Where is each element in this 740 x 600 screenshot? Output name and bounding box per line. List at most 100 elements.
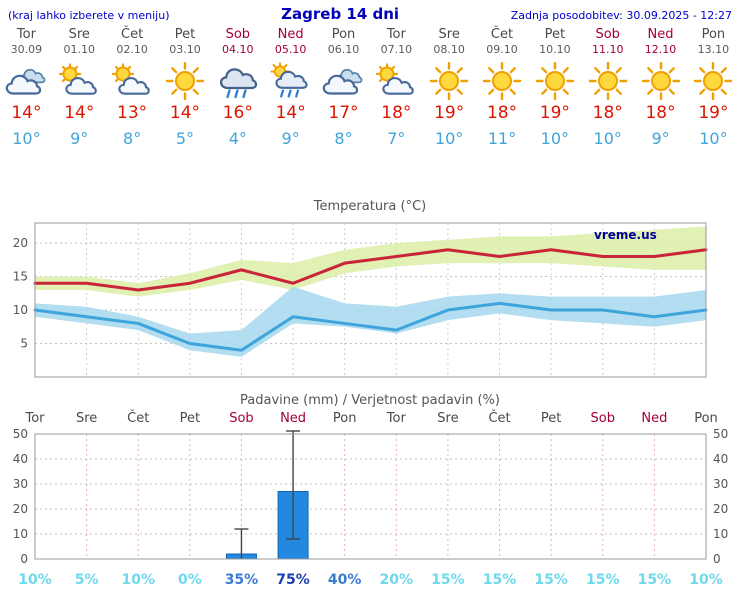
y-axis-tick-label: 15: [13, 270, 28, 284]
y-axis-tick-label: 20: [13, 236, 28, 250]
forecast-day-čet-09.10[interactable]: Čet 09.10 18° 11°: [476, 27, 529, 149]
low-temp: 7°: [387, 129, 406, 148]
precip-probability: 10%: [18, 572, 52, 588]
rain-icon: [216, 62, 260, 100]
day-date: 01.10: [63, 43, 96, 56]
page-title: Zagreb 14 dni: [281, 5, 400, 23]
last-updated-text: Zadnja posodobitev: 30.09.2025 - 12:27: [510, 9, 732, 22]
cloudy-icon: [321, 62, 365, 100]
low-temp: 10°: [593, 129, 622, 148]
sunny-icon: [586, 62, 630, 100]
forecast-day-pet-10.10[interactable]: Pet 10.10 19° 10°: [528, 27, 581, 149]
high-temp: 18°: [645, 103, 676, 123]
precip-day-label: Čet: [488, 411, 511, 426]
low-temp: 10°: [540, 129, 570, 148]
forecast-day-ned-12.10[interactable]: Ned 12.10 18° 9°: [634, 27, 687, 149]
precip-probability: 0%: [177, 572, 202, 588]
day-date: 06.10: [327, 43, 360, 56]
y-axis-tick-label-left: 50: [13, 429, 28, 441]
day-name: Tor: [16, 27, 36, 42]
forecast-day-sre-01.10[interactable]: Sre 01.10 14° 9°: [53, 27, 106, 149]
high-temp: 17°: [328, 103, 359, 123]
forecast-day-ned-05.10[interactable]: Ned 05.10 14° 9°: [264, 27, 317, 149]
y-axis-tick-label-right: 20: [713, 502, 728, 516]
high-temp: 18°: [381, 103, 412, 123]
high-temp: 19°: [539, 103, 570, 123]
precipitation-chart-title: Padavine (mm) / Verjetnost padavin (%): [240, 393, 500, 408]
day-name: Ned: [277, 27, 304, 42]
header-bar: (kraj lahko izberete v meniju) Zagreb 14…: [0, 0, 740, 23]
day-name: Ned: [647, 27, 674, 42]
precip-day-label: Tor: [386, 411, 406, 426]
forecast-day-pon-06.10[interactable]: Pon 06.10 17° 8°: [317, 27, 370, 149]
low-temp: 4°: [228, 129, 247, 148]
forecast-day-sob-04.10[interactable]: Sob 04.10 16° 4°: [211, 27, 264, 149]
day-name: Sre: [68, 27, 90, 42]
precip-day-label: Sre: [437, 411, 459, 426]
day-date: 10.10: [539, 43, 571, 56]
sunny-icon: [691, 62, 735, 100]
forecast-day-pet-03.10[interactable]: Pet 03.10 14° 5°: [159, 27, 212, 149]
high-temp: 16°: [222, 103, 253, 123]
sunny-icon: [163, 62, 207, 100]
y-axis-tick-label: 10: [13, 303, 28, 317]
precip-day-label: Sob: [229, 411, 254, 426]
day-name: Pon: [331, 27, 356, 42]
day-date: 12.10: [644, 43, 677, 56]
day-name: Čet: [121, 27, 144, 42]
forecast-day-sob-11.10[interactable]: Sob 11.10 18° 10°: [581, 27, 634, 149]
forecast-day-pon-13.10[interactable]: Pon 13.10 19° 10°: [687, 27, 740, 149]
temperature-line-0: [33, 248, 708, 292]
precip-probability: 20%: [379, 572, 414, 588]
day-date: 08.10: [433, 43, 465, 56]
forecast-day-sre-08.10[interactable]: Sre 08.10 19° 10°: [423, 27, 476, 149]
cloudy-icon: [4, 62, 48, 100]
precip-probability: 10%: [121, 572, 155, 588]
day-name: Sre: [438, 27, 460, 42]
day-date: 30.09: [10, 43, 43, 56]
partly-cloudy-icon: [110, 62, 154, 100]
temperature-chart: 5 10 15 20 vreme.us: [13, 222, 708, 378]
forecast-day-čet-02.10[interactable]: Čet 02.10 13° 8°: [106, 27, 159, 149]
precip-day-label: Pon: [332, 411, 357, 426]
watermark: vreme.us: [594, 228, 657, 242]
precip-probability: 15%: [482, 572, 517, 588]
y-axis-tick-label-left: 10: [13, 527, 28, 541]
y-axis-tick-label-left: 0: [20, 552, 28, 566]
precip-day-label: Čet: [127, 411, 150, 426]
sunny-icon: [480, 62, 524, 100]
day-name: Pet: [544, 27, 566, 42]
forecast-day-tor-07.10[interactable]: Tor 07.10 18° 7°: [370, 27, 423, 149]
day-date: 07.10: [380, 43, 413, 56]
day-name: Čet: [490, 27, 514, 42]
high-temp: 19°: [698, 103, 729, 123]
precip-probability: 15%: [431, 572, 465, 588]
low-temp: 8°: [334, 129, 353, 148]
precip-probability: 35%: [224, 572, 259, 588]
day-name: Pet: [174, 27, 196, 42]
y-axis-tick-label-right: 30: [713, 477, 728, 491]
forecast-table: Tor 30.09 14° 10° Sre 01.10 14° 9° Čet 02.10 13° 8°…: [0, 27, 740, 149]
high-temp: 19°: [434, 103, 465, 123]
precip-day-label: Sob: [590, 411, 615, 426]
chart-border: [34, 433, 707, 560]
low-temp: 10°: [12, 129, 41, 148]
low-temp: 5°: [175, 129, 195, 148]
forecast-day-tor-30.09[interactable]: Tor 30.09 14° 10°: [0, 27, 53, 149]
sunny-icon: [427, 62, 471, 100]
y-axis-tick-label-right: 10: [713, 527, 728, 541]
high-temp: 13°: [117, 103, 148, 123]
precip-day-label: Ned: [641, 411, 668, 426]
day-date: 05.10: [274, 43, 307, 56]
precip-day-label: Pon: [694, 411, 718, 426]
sunny-icon: [639, 62, 683, 100]
low-temp: 8°: [123, 129, 142, 148]
y-axis-tick-label-right: 0: [713, 552, 721, 566]
chart-border: [34, 222, 707, 378]
sunny-icon: [533, 62, 577, 100]
day-name: Sob: [225, 27, 251, 42]
high-temp: 14°: [169, 103, 201, 123]
y-axis-tick-label-left: 20: [13, 502, 28, 516]
day-name: Tor: [386, 27, 406, 42]
